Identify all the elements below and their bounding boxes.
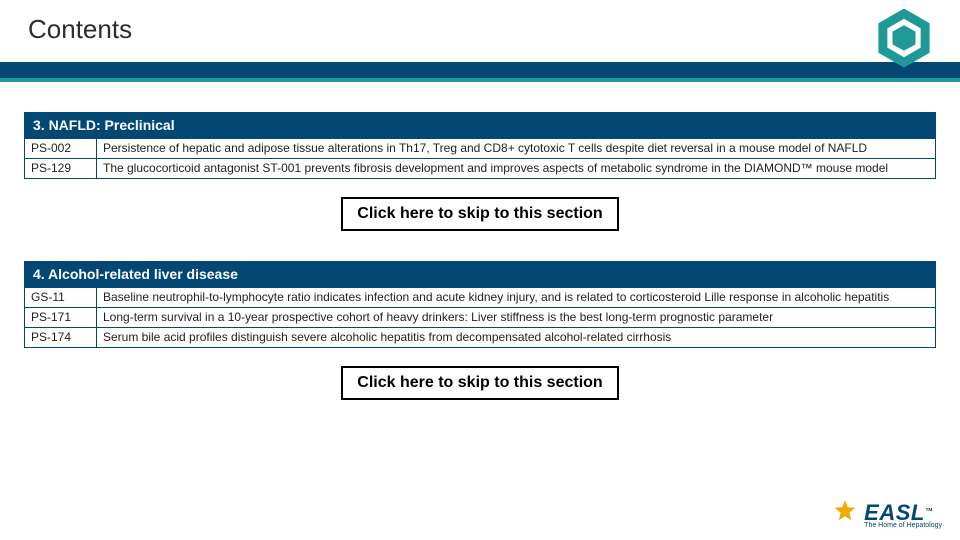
- table-row: PS-129 The glucocorticoid antagonist ST-…: [25, 159, 936, 179]
- section-header: 4. Alcohol-related liver disease: [24, 261, 936, 287]
- table-row: PS-174 Serum bile acid profiles distingu…: [25, 328, 936, 348]
- row-desc: The glucocorticoid antagonist ST-001 pre…: [97, 159, 936, 179]
- trademark-icon: ™: [925, 506, 933, 515]
- table-row: PS-002 Persistence of hepatic and adipos…: [25, 139, 936, 159]
- row-desc: Persistence of hepatic and adipose tissu…: [97, 139, 936, 159]
- section-header: 3. NAFLD: Preclinical: [24, 112, 936, 138]
- title-bar: Contents: [0, 0, 960, 62]
- row-code: PS-002: [25, 139, 97, 159]
- row-desc: Serum bile acid profiles distinguish sev…: [97, 328, 936, 348]
- row-code: GS-11: [25, 288, 97, 308]
- star-icon: [832, 498, 858, 530]
- footer-tagline: The Home of Hepatology: [864, 522, 942, 529]
- skip-section-button[interactable]: Click here to skip to this section: [341, 197, 618, 231]
- row-desc: Long-term survival in a 10-year prospect…: [97, 308, 936, 328]
- skip-section-button[interactable]: Click here to skip to this section: [341, 366, 618, 400]
- header-band-dark: [0, 62, 960, 78]
- section-table: GS-11 Baseline neutrophil-to-lymphocyte …: [24, 287, 936, 348]
- slide: Contents 3. NAFLD: Preclinical PS-002 Pe…: [0, 0, 960, 540]
- row-desc: Baseline neutrophil-to-lymphocyte ratio …: [97, 288, 936, 308]
- footer-text: EASL™ The Home of Hepatology: [864, 500, 942, 529]
- footer-logo: EASL™ The Home of Hepatology: [832, 498, 942, 530]
- row-code: PS-174: [25, 328, 97, 348]
- table-row: PS-171 Long-term survival in a 10-year p…: [25, 308, 936, 328]
- content: 3. NAFLD: Preclinical PS-002 Persistence…: [0, 112, 960, 400]
- row-code: PS-171: [25, 308, 97, 328]
- hexagon-badge-icon: [872, 6, 936, 70]
- table-row: GS-11 Baseline neutrophil-to-lymphocyte …: [25, 288, 936, 308]
- row-code: PS-129: [25, 159, 97, 179]
- header-band-teal: [0, 78, 960, 82]
- section-table: PS-002 Persistence of hepatic and adipos…: [24, 138, 936, 179]
- page-title: Contents: [28, 14, 960, 45]
